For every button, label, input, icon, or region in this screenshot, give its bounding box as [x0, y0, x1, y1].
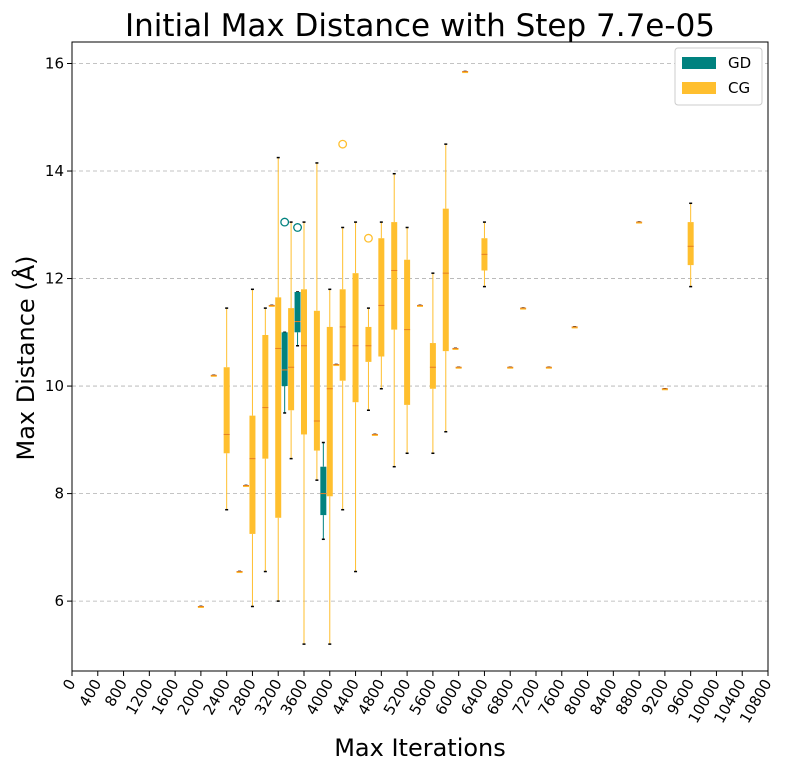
- gd-box-3300: [280, 217, 290, 414]
- cg-box: [507, 367, 514, 369]
- x-axis-label: Max Iterations: [334, 734, 506, 762]
- cg-box: [339, 289, 346, 381]
- cg-box: [288, 308, 295, 411]
- cg-box: [661, 388, 668, 391]
- cg-box-4200: [338, 139, 348, 511]
- plot-marks: [197, 70, 694, 645]
- cg-box-6000: [455, 366, 462, 369]
- cg-box: [404, 259, 411, 405]
- y-axis-ticks: 6 8 10 12 14 16: [45, 55, 72, 610]
- cg-box: [210, 375, 217, 377]
- cg-box: [352, 273, 359, 403]
- cg-box-4700: [371, 433, 378, 436]
- cg-box-3800: [313, 162, 320, 481]
- legend-label-gd: GD: [728, 54, 751, 72]
- cg-box: [462, 71, 469, 74]
- cg-box-3400: [288, 221, 295, 460]
- cg-box-5200: [404, 226, 411, 455]
- cg-box-3600: [301, 221, 307, 645]
- y-axis-label: Max Distance (Å): [11, 256, 40, 461]
- y-tick-label: 8: [54, 485, 64, 503]
- cg-box: [262, 334, 269, 459]
- cg-box: [313, 310, 320, 451]
- y-tick-label: 12: [45, 270, 64, 288]
- y-tick-label: 14: [45, 162, 64, 180]
- cg-outlier: [338, 139, 348, 149]
- plot-frame: [71, 41, 769, 672]
- gd-box: [281, 332, 288, 387]
- cg-box-6400: [481, 221, 488, 288]
- y-tick-label: 6: [54, 592, 64, 610]
- cg-box: [365, 326, 372, 362]
- legend: GD CG: [674, 47, 763, 106]
- cg-box-6800: [507, 366, 514, 369]
- cg-outlier: [363, 233, 373, 243]
- cg-box-5600: [429, 272, 436, 455]
- cg-box: [452, 348, 459, 350]
- cg-box: [243, 485, 249, 488]
- cg-box-3000: [262, 307, 269, 573]
- cg-box: [636, 222, 643, 224]
- cg-box-4000: [326, 288, 333, 645]
- cg-box-2200: [210, 374, 217, 377]
- cg-box-2400: [223, 307, 230, 511]
- cg-box: [378, 238, 385, 357]
- cg-box-4800: [378, 221, 385, 390]
- gd-box: [320, 466, 327, 516]
- cg-box-7400: [545, 366, 552, 369]
- cg-box-2800: [249, 288, 256, 608]
- cg-box-3100: [268, 304, 275, 307]
- gd-box-3500: [293, 223, 303, 347]
- cg-box: [429, 343, 436, 389]
- cg-box-5950: [452, 347, 459, 350]
- cg-box: [442, 208, 449, 352]
- legend-swatch-gd: [682, 57, 716, 69]
- y-tick-label: 10: [45, 377, 64, 395]
- cg-box-4600: [363, 233, 373, 412]
- cg-box-5000: [391, 172, 398, 468]
- cg-box: [333, 364, 340, 367]
- cg-box: [455, 367, 462, 369]
- gd-outlier: [293, 223, 303, 232]
- cg-box: [301, 289, 307, 435]
- cg-box: [197, 606, 204, 608]
- cg-box: [520, 308, 527, 310]
- cg-box-6100: [462, 70, 469, 74]
- cg-box-2700: [243, 484, 249, 488]
- cg-box: [545, 367, 552, 369]
- cg-box-5400: [417, 304, 423, 307]
- cg-box-7000: [520, 307, 527, 310]
- cg-box-2000: [197, 605, 204, 608]
- y-gridlines: [72, 63, 768, 602]
- cg-box: [371, 434, 378, 436]
- cg-box-9200: [661, 388, 668, 391]
- cg-box-3200: [275, 156, 282, 602]
- cg-box: [326, 326, 333, 497]
- cg-box: [571, 326, 578, 329]
- y-tick-label: 16: [45, 55, 64, 73]
- cg-box: [223, 367, 230, 454]
- legend-label-cg: CG: [728, 79, 750, 97]
- cg-box-2600: [236, 570, 243, 574]
- cg-box-4400: [352, 221, 359, 573]
- cg-box-5800: [442, 143, 449, 433]
- cg-box-8800: [636, 221, 643, 224]
- cg-box-9600: [687, 202, 694, 288]
- cg-box: [391, 222, 398, 330]
- cg-box: [687, 222, 694, 266]
- cg-box-4100: [333, 363, 340, 367]
- gd-box-3900: [320, 441, 327, 541]
- legend-swatch-cg: [682, 82, 716, 94]
- gd-outlier: [280, 217, 290, 227]
- chart-title: Initial Max Distance with Step 7.7e-05: [125, 8, 715, 44]
- cg-box: [268, 305, 275, 307]
- cg-box: [275, 297, 282, 518]
- cg-box-7800: [571, 326, 578, 329]
- cg-box: [417, 305, 423, 307]
- cg-box: [249, 415, 256, 534]
- gd-box: [294, 291, 301, 333]
- cg-box: [236, 571, 243, 574]
